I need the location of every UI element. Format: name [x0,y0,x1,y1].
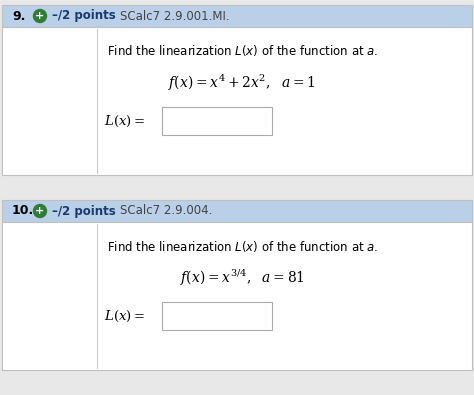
Text: 10.: 10. [12,205,34,218]
FancyBboxPatch shape [162,302,272,330]
Text: SCalc7 2.9.001.MI.: SCalc7 2.9.001.MI. [120,9,229,23]
Text: $f(x) = x^4 + 2x^2,\ \ a = 1$: $f(x) = x^4 + 2x^2,\ \ a = 1$ [168,73,316,93]
FancyBboxPatch shape [2,27,472,175]
Text: Find the linearization $L(x)$ of the function at $a$.: Find the linearization $L(x)$ of the fun… [107,43,378,58]
FancyBboxPatch shape [2,5,472,27]
Text: –/2 points: –/2 points [52,205,116,218]
FancyBboxPatch shape [162,107,272,135]
Text: +: + [36,206,45,216]
FancyBboxPatch shape [2,222,472,370]
Text: 9.: 9. [12,9,26,23]
Text: $f(x) = x^{3/4},\ \ a = 81$: $f(x) = x^{3/4},\ \ a = 81$ [180,268,304,288]
Text: $L(x) =$: $L(x) =$ [104,113,145,128]
Text: +: + [36,11,45,21]
Text: SCalc7 2.9.004.: SCalc7 2.9.004. [120,205,212,218]
Text: –/2 points: –/2 points [52,9,116,23]
Text: $L(x) =$: $L(x) =$ [104,308,145,324]
FancyBboxPatch shape [2,200,472,222]
Text: Find the linearization $L(x)$ of the function at $a$.: Find the linearization $L(x)$ of the fun… [107,239,378,254]
Circle shape [34,9,46,23]
Circle shape [34,205,46,218]
